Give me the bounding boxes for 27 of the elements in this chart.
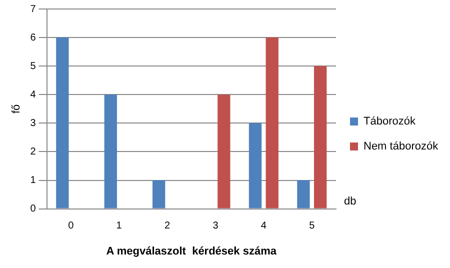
legend-label: Táborozók [364,116,416,128]
y-tick-label: 6 [30,32,36,44]
bar [152,180,166,208]
bar [104,94,117,208]
x-tick-label: 1 [116,220,122,232]
x-tick-label: 0 [68,220,74,232]
bar [56,38,69,208]
y-tick-label: 2 [30,146,36,158]
y-tick-label: 1 [30,175,36,186]
bar [314,66,327,208]
y-tick-label: 3 [30,118,36,129]
y-tick-label: 7 [30,4,36,15]
x-tick-label: 2 [164,220,170,232]
bar [297,180,310,208]
y-tick-label: 0 [30,204,36,215]
text: db [344,195,356,208]
x-tick-label: 3 [212,220,219,232]
y-tick-label: 4 [30,89,36,100]
y-tick-label: 5 [30,60,36,72]
x-tick-label: 5 [309,220,316,232]
y-axis-title: fő [10,104,23,114]
legend-label: Nem táborozók [364,140,439,153]
x-tick-label: 4 [260,220,267,232]
bar [218,94,230,208]
bar [266,38,278,208]
bar [248,123,262,208]
x-axis-title: A megválaszolt kérdések száma [106,245,278,258]
